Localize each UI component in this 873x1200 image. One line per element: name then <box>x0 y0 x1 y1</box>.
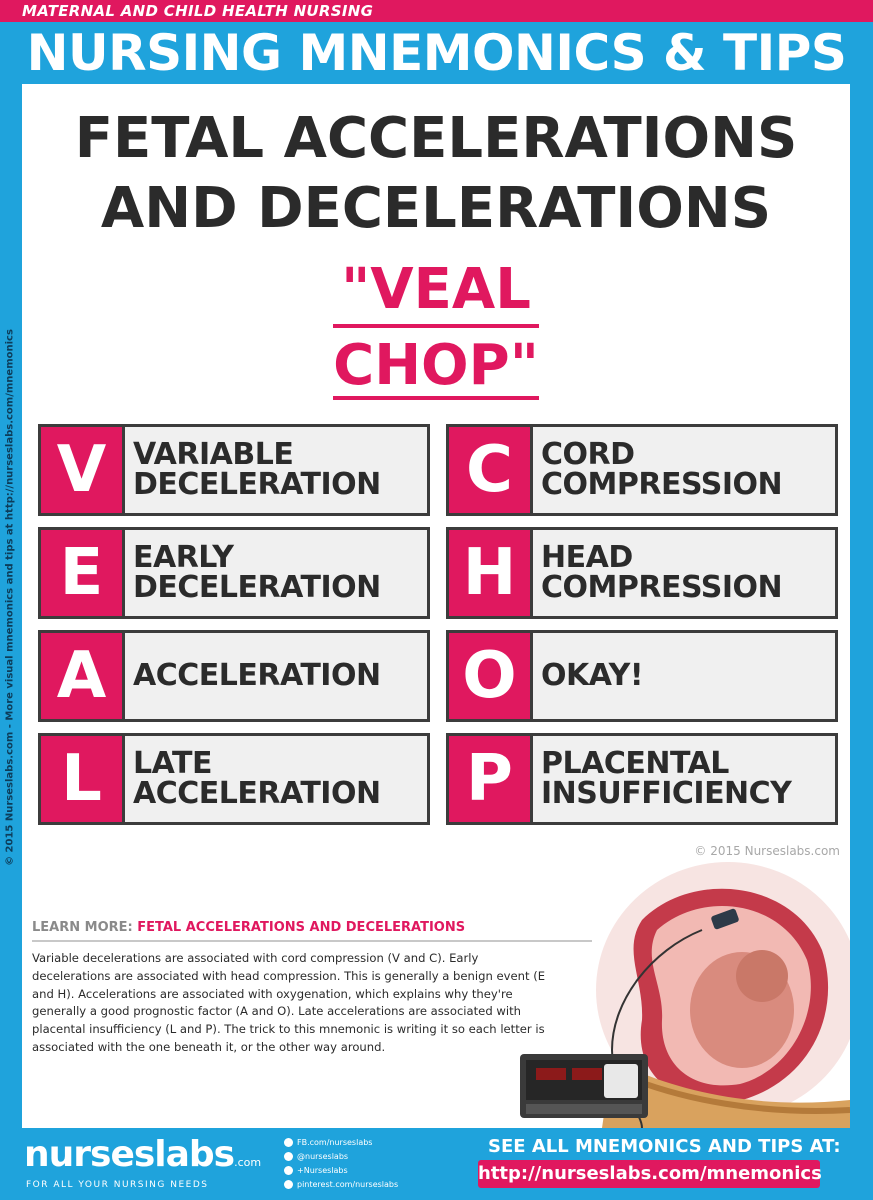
mnemonics-url-link[interactable]: http://nurseslabs.com/mnemonics <box>478 1160 822 1188</box>
mnemonic-word-line-2: DECELERATION <box>133 467 381 502</box>
logo-suffix: .com <box>234 1156 262 1169</box>
mnemonic-cell-v: V VARIABLE DECELERATION <box>38 424 430 516</box>
twitter-icon <box>284 1152 293 1161</box>
mnemonic-words: OKAY! <box>541 633 835 719</box>
social-link-facebook[interactable]: FB.com/nurseslabs <box>284 1136 398 1150</box>
poster-panel: FETAL ACCELERATIONS AND DECELERATIONS "V… <box>22 84 850 1128</box>
mnemonic-cell-c: C CORD COMPRESSION <box>446 424 838 516</box>
mnemonic-letter: L <box>41 736 125 822</box>
footer-bar: nurseslabs.com FOR ALL YOUR NURSING NEED… <box>0 1128 873 1200</box>
mnemonic-line-2: CHOP" <box>333 333 539 398</box>
mnemonic-words: ACCELERATION <box>133 633 427 719</box>
mnemonic-letter: O <box>449 633 533 719</box>
mnemonic-word-line-1: VARIABLE <box>133 437 294 472</box>
category-bar: MATERNAL AND CHILD HEALTH NURSING <box>0 0 873 22</box>
see-all-label: SEE ALL MNEMONICS AND TIPS AT: <box>488 1136 841 1157</box>
heading-line-1: FETAL ACCELERATIONS <box>74 106 798 171</box>
nurseslabs-logo[interactable]: nurseslabs.com <box>24 1134 261 1175</box>
mnemonic-letter: C <box>449 427 533 513</box>
heading-line-2: AND DECELERATIONS <box>100 176 772 241</box>
fetal-monitor-illustration <box>520 862 850 1128</box>
social-link-text: @nurseslabs <box>297 1152 349 1161</box>
mnemonic-letter: V <box>41 427 125 513</box>
pinterest-icon <box>284 1180 293 1189</box>
social-link-text: +Nurseslabs <box>297 1166 348 1175</box>
mnemonic-letter: E <box>41 530 125 616</box>
mnemonic-word-line-2: COMPRESSION <box>541 570 783 605</box>
mnemonic-line-1: "VEAL <box>341 257 531 322</box>
mnemonic-words: EARLY DECELERATION <box>133 530 427 616</box>
learn-more-topic[interactable]: FETAL ACCELERATIONS AND DECELERATIONS <box>137 920 466 935</box>
sidebar-credit-text: © 2015 Nurseslabs.com - More visual mnem… <box>4 329 16 866</box>
social-link-text: FB.com/nurseslabs <box>297 1138 373 1147</box>
mnemonic-cell-a: A ACCELERATION <box>38 630 430 722</box>
mnemonic-cell-l: L LATE ACCELERATION <box>38 733 430 825</box>
learn-more-divider <box>32 940 592 942</box>
social-link-text: pinterest.com/nurseslabs <box>297 1180 399 1189</box>
social-links: FB.com/nurseslabs @nurseslabs +Nurseslab… <box>284 1136 398 1192</box>
mnemonic-word-line-1: OKAY! <box>541 658 644 693</box>
learn-more-label: LEARN MORE: <box>32 920 133 935</box>
learn-more-heading: LEARN MORE: FETAL ACCELERATIONS AND DECE… <box>32 920 465 935</box>
social-link-twitter[interactable]: @nurseslabs <box>284 1150 398 1164</box>
mnemonic-word-line-1: EARLY <box>133 540 234 575</box>
mnemonic-words: LATE ACCELERATION <box>133 736 427 822</box>
mnemonic-cell-p: P PLACENTAL INSUFFICIENCY <box>446 733 838 825</box>
mnemonic-cell-h: H HEAD COMPRESSION <box>446 527 838 619</box>
logo-tagline: FOR ALL YOUR NURSING NEEDS <box>26 1180 209 1190</box>
mnemonic-underline-2 <box>333 396 539 400</box>
social-link-pinterest[interactable]: pinterest.com/nurseslabs <box>284 1178 398 1192</box>
facebook-icon <box>284 1138 293 1147</box>
mnemonic-word-line-1: CORD <box>541 437 635 472</box>
copyright-notice: © 2015 Nurseslabs.com <box>694 844 840 858</box>
mnemonic-word-line-1: LATE <box>133 746 212 781</box>
mnemonic-word-line-1: PLACENTAL <box>541 746 729 781</box>
mnemonic-word-line-1: ACCELERATION <box>133 658 381 693</box>
mnemonic-word-line-2: COMPRESSION <box>541 467 783 502</box>
mnemonic-cell-o: O OKAY! <box>446 630 838 722</box>
mnemonic-words: PLACENTAL INSUFFICIENCY <box>541 736 835 822</box>
mnemonic-word-line-2: ACCELERATION <box>133 776 381 811</box>
mnemonic-words: HEAD COMPRESSION <box>541 530 835 616</box>
mnemonic-letter: A <box>41 633 125 719</box>
series-title: NURSING MNEMONICS & TIPS <box>26 24 847 82</box>
mnemonic-word-line-2: DECELERATION <box>133 570 381 605</box>
logo-text: nurseslabs <box>24 1134 235 1175</box>
mnemonic-letter: P <box>449 736 533 822</box>
social-link-googleplus[interactable]: +Nurseslabs <box>284 1164 398 1178</box>
sidebar-credit: © 2015 Nurseslabs.com - More visual mnem… <box>2 300 16 900</box>
mnemonic-word-line-1: HEAD <box>541 540 633 575</box>
mnemonic-underline-1 <box>333 324 539 328</box>
mnemonic-letter: H <box>449 530 533 616</box>
googleplus-icon <box>284 1166 293 1175</box>
learn-more-text: Variable decelerations are associated wi… <box>32 951 546 1054</box>
mnemonic-word-line-2: INSUFFICIENCY <box>541 776 792 811</box>
category-label: MATERNAL AND CHILD HEALTH NURSING <box>22 2 374 20</box>
mnemonic-words: VARIABLE DECELERATION <box>133 427 427 513</box>
mnemonic-cell-e: E EARLY DECELERATION <box>38 527 430 619</box>
mnemonic-words: CORD COMPRESSION <box>541 427 835 513</box>
